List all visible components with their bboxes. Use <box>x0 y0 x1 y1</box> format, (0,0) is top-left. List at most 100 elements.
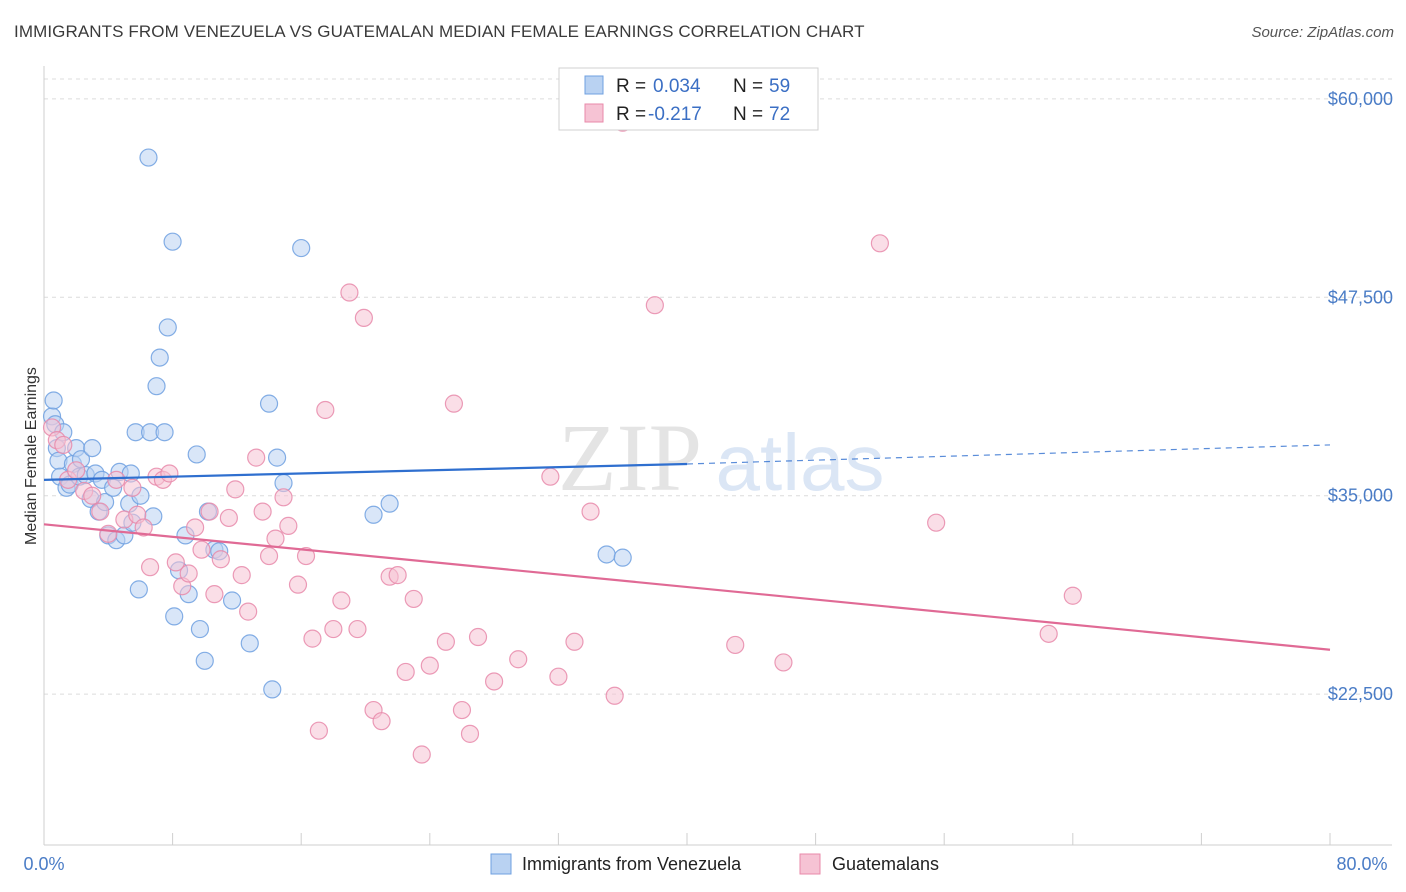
data-point-guatemalans <box>186 518 205 537</box>
legend-swatch-venezuela <box>584 75 604 95</box>
data-point-guatemalans <box>1039 624 1058 643</box>
data-point-guatemalans <box>774 653 793 672</box>
data-point-guatemalans <box>211 550 230 569</box>
data-points <box>42 111 1082 764</box>
data-point-venezuela <box>240 634 259 653</box>
legend-n-value-guatemalans: 72 <box>769 104 790 125</box>
data-point-venezuela <box>597 545 616 564</box>
watermark-zip: ZIP <box>558 404 702 511</box>
data-point-guatemalans <box>259 546 279 566</box>
data-point-guatemalans <box>354 308 373 328</box>
data-point-guatemalans <box>485 672 504 691</box>
data-point-guatemalans <box>239 602 258 621</box>
data-point-guatemalans <box>645 296 664 315</box>
y-tick-labels: $22,500 $35,000 $47,500 $60,000 <box>1328 89 1393 704</box>
legend-n-value-venezuela: 59 <box>769 76 790 97</box>
data-point-guatemalans <box>549 667 568 686</box>
data-point-guatemalans <box>123 478 142 497</box>
data-point-guatemalans <box>107 470 126 489</box>
data-point-guatemalans <box>134 518 153 537</box>
x-max-label: 80.0% <box>1336 854 1387 874</box>
data-point-guatemalans <box>444 394 464 413</box>
data-point-guatemalans <box>279 516 298 535</box>
bottom-legend-swatch-guatemalans <box>799 853 821 875</box>
data-point-venezuela <box>147 377 166 396</box>
data-point-guatemalans <box>509 650 528 669</box>
data-point-guatemalans <box>83 486 102 505</box>
y-tick-label: $60,000 <box>1328 89 1393 109</box>
legend-r-label-venezuela: R = <box>616 76 646 97</box>
trend-line-guatemalans <box>43 523 1331 651</box>
data-point-guatemalans <box>166 553 185 572</box>
data-point-guatemalans <box>420 656 439 675</box>
chart-source: Source: ZipAtlas.com <box>1251 24 1394 41</box>
data-point-guatemalans <box>565 632 584 651</box>
y-tick-label: $22,500 <box>1328 684 1393 704</box>
data-point-venezuela <box>259 394 279 413</box>
data-point-guatemalans <box>140 558 160 577</box>
data-point-guatemalans <box>460 724 480 743</box>
data-point-guatemalans <box>160 464 179 483</box>
data-point-venezuela <box>158 318 177 337</box>
data-point-venezuela <box>190 619 210 639</box>
legend-r-label-guatemalans: R = <box>616 104 646 125</box>
data-point-guatemalans <box>200 502 219 521</box>
data-point-venezuela <box>129 580 148 599</box>
data-point-venezuela <box>222 591 242 610</box>
watermark: ZIP atlas <box>558 404 884 511</box>
data-point-guatemalans <box>91 502 110 521</box>
watermark-atlas: atlas <box>716 418 885 507</box>
data-point-venezuela <box>267 448 287 467</box>
data-point-guatemalans <box>226 480 245 499</box>
data-point-venezuela <box>187 445 206 464</box>
data-point-guatemalans <box>348 619 367 639</box>
data-point-guatemalans <box>67 461 86 480</box>
trend-line-venezuela <box>43 462 688 481</box>
data-point-guatemalans <box>388 566 407 585</box>
data-point-guatemalans <box>340 283 359 302</box>
data-point-guatemalans <box>1063 586 1082 605</box>
legend-swatch-guatemalans <box>584 103 604 123</box>
data-point-venezuela <box>150 348 169 367</box>
data-point-guatemalans <box>179 564 198 583</box>
trend-lines <box>43 444 1331 651</box>
data-point-venezuela <box>364 505 383 524</box>
y-axis-label: Median Female Earnings <box>23 367 40 545</box>
data-point-guatemalans <box>205 585 224 604</box>
data-point-guatemalans <box>274 488 293 507</box>
data-point-guatemalans <box>605 686 624 705</box>
data-point-guatemalans <box>303 629 322 648</box>
data-point-guatemalans <box>870 234 890 253</box>
data-point-guatemalans <box>192 540 211 559</box>
data-point-guatemalans <box>54 435 73 455</box>
y-tick-label: $47,500 <box>1328 287 1393 307</box>
bottom-legend-label-venezuela: Immigrants from Venezuela <box>522 854 742 874</box>
data-point-venezuela <box>163 232 182 251</box>
data-point-guatemalans <box>253 502 272 521</box>
data-point-guatemalans <box>288 575 308 594</box>
data-point-venezuela <box>155 423 174 442</box>
data-point-venezuela <box>613 548 632 567</box>
data-point-guatemalans <box>316 400 335 420</box>
data-point-guatemalans <box>726 635 745 655</box>
stats-legend: R = 0.034 N = 59 R = -0.217 N = 72 <box>558 67 819 131</box>
data-point-guatemalans <box>309 721 328 740</box>
data-point-venezuela <box>165 607 184 626</box>
bottom-legend-swatch-venezuela <box>490 853 512 875</box>
data-point-guatemalans <box>332 591 351 610</box>
data-point-guatemalans <box>232 566 251 585</box>
legend-n-label-venezuela: N = <box>733 76 763 97</box>
data-point-guatemalans <box>412 745 431 764</box>
bottom-legend-label-guatemalans: Guatemalans <box>832 854 939 874</box>
data-point-venezuela <box>83 438 102 458</box>
data-point-venezuela <box>44 391 63 410</box>
legend-r-value-venezuela: 0.034 <box>653 76 701 97</box>
data-point-guatemalans <box>581 502 600 521</box>
data-point-venezuela <box>139 148 158 167</box>
data-point-guatemalans <box>927 513 946 532</box>
data-point-guatemalans <box>452 700 472 720</box>
data-point-guatemalans <box>372 712 391 731</box>
data-point-guatemalans <box>404 589 423 609</box>
data-point-guatemalans <box>266 529 285 548</box>
